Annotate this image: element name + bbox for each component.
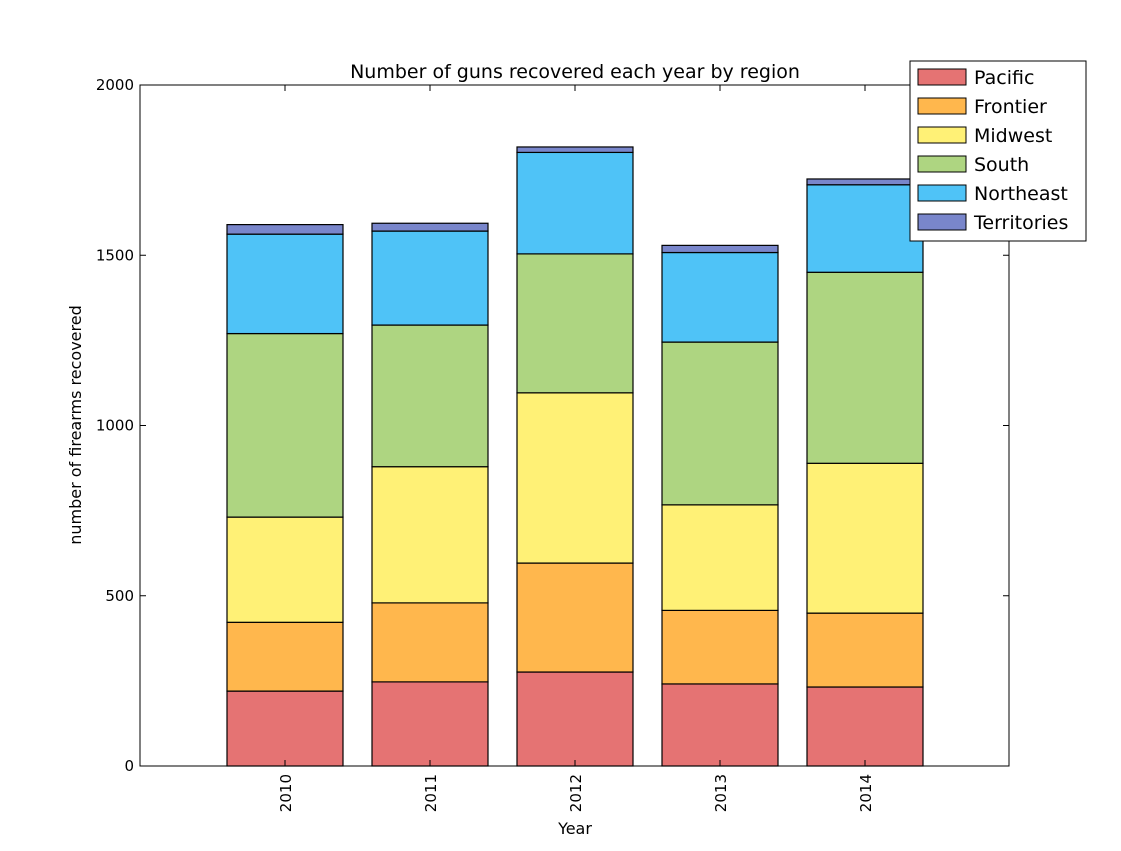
bar-northeast-2011 [371,230,489,326]
legend-label-south: South [974,154,1029,176]
x-tick-label-2013: 2013 [712,774,730,812]
legend-swatch-frontier [917,97,967,115]
bar-midwest-2010 [226,516,344,623]
bar-frontier-2012 [516,562,634,673]
legend-box [909,60,1087,242]
bar-frontier-2014 [806,612,924,688]
bar-territories-2012 [516,146,634,154]
y-tick-label-1500: 1500 [96,246,134,264]
y-tick-label-500: 500 [105,587,134,605]
chart-title: Number of guns recovered each year by re… [350,61,800,83]
x-axis: 2010 2011 2012 2013 2014 [277,85,875,812]
y-axis-label: number of firearms recovered [66,305,85,545]
bar-frontier-2013 [661,609,779,685]
bar-northeast-2012 [516,151,634,255]
bar-pacific-2013 [661,683,779,767]
legend-swatch-midwest [917,126,967,144]
x-tick-label-2012: 2012 [567,774,585,812]
y-tick-label-2000: 2000 [96,76,134,94]
bar-south-2010 [226,332,344,518]
bar-midwest-2011 [371,466,489,604]
bar-territories-2011 [371,222,489,232]
legend-label-territories: Territories [973,212,1068,234]
bar-territories-2013 [661,244,779,254]
legend-swatch-pacific [917,68,967,86]
legend: Pacific Frontier Midwest South Northeast Terr… [909,60,1087,242]
x-axis-label: Year [557,819,592,838]
bar-northeast-2013 [661,251,779,343]
y-axis: 0 500 1000 1500 2000 [96,76,1009,775]
bar-pacific-2010 [226,690,344,767]
bar-territories-2010 [226,224,344,235]
x-tick-label-2014: 2014 [857,774,875,812]
legend-label-frontier: Frontier [974,96,1047,118]
x-tick-label-2011: 2011 [422,774,440,812]
legend-swatch-northeast [917,184,967,202]
bar-south-2014 [806,271,924,464]
bar-south-2012 [516,253,634,394]
bar-frontier-2010 [226,621,344,692]
bar-midwest-2014 [806,462,924,614]
bar-northeast-2014 [806,184,924,273]
bar-midwest-2012 [516,392,634,564]
y-tick-label-0: 0 [124,757,134,775]
legend-label-northeast: Northeast [974,183,1068,205]
bar-northeast-2010 [226,233,344,335]
x-tick-label-2010: 2010 [277,774,295,812]
bar-pacific-2014 [806,686,924,767]
bar-pacific-2011 [371,681,489,767]
legend-label-pacific: Pacific [974,67,1034,89]
y-tick-label-1000: 1000 [96,417,134,435]
bar-south-2013 [661,341,779,506]
bar-midwest-2013 [661,504,779,611]
legend-label-midwest: Midwest [974,125,1052,147]
bars-group [226,146,924,767]
legend-swatch-south [917,155,967,173]
bar-pacific-2012 [516,671,634,767]
bar-territories-2014 [806,178,924,186]
bar-south-2011 [371,324,489,468]
legend-swatch-territories [917,213,967,231]
bar-frontier-2011 [371,602,489,683]
